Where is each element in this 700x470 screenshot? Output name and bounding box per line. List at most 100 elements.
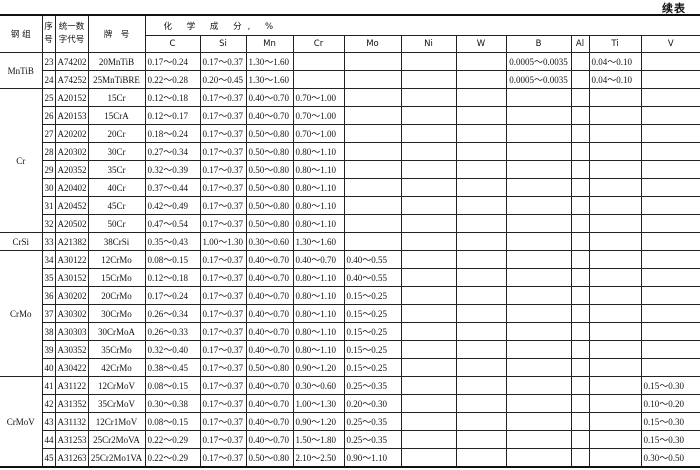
code-cell: A74202 xyxy=(54,52,89,71)
composition-w-cell xyxy=(455,358,507,377)
composition-cr-cell: 2.10～2.50 xyxy=(292,448,345,468)
composition-mn-cell: 0.50～0.80 xyxy=(245,214,294,233)
composition-ti-cell xyxy=(588,430,642,449)
steel-group-cell: Cr xyxy=(0,88,43,233)
composition-al-cell xyxy=(570,178,590,197)
composition-w-cell xyxy=(455,376,507,395)
composition-cr-cell: 0.70～1.00 xyxy=(292,88,345,107)
grade-cell: 20CrMo xyxy=(87,286,146,305)
composition-mn-cell: 1.30～1.60 xyxy=(245,52,294,71)
composition-ti-cell xyxy=(588,88,642,107)
composition-cr-cell: 0.80～1.10 xyxy=(292,196,345,215)
composition-mn-cell: 0.50～0.80 xyxy=(245,358,294,377)
composition-w-cell xyxy=(455,430,507,449)
composition-cr-cell: 0.80～1.10 xyxy=(292,214,345,233)
composition-mo-cell: 0.40～0.55 xyxy=(343,268,402,287)
composition-b-cell xyxy=(505,322,572,341)
composition-mo-cell: 0.25～0.35 xyxy=(343,412,402,431)
composition-w-cell xyxy=(455,394,507,413)
composition-v-cell xyxy=(640,286,700,305)
composition-c-cell: 0.12～0.17 xyxy=(144,106,201,125)
seq-cell: 38 xyxy=(42,322,56,341)
header-element-cr: Cr xyxy=(292,35,345,53)
composition-mn-cell: 0.50～0.80 xyxy=(245,142,294,161)
composition-v-cell xyxy=(640,142,700,161)
composition-b-cell xyxy=(505,340,572,359)
composition-mn-cell: 0.50～0.80 xyxy=(245,178,294,197)
composition-ti-cell xyxy=(588,322,642,341)
composition-cr-cell: 0.80～1.10 xyxy=(292,322,345,341)
composition-si-cell: 0.17～0.37 xyxy=(199,142,247,161)
composition-mn-cell: 0.40～0.70 xyxy=(245,412,294,431)
composition-mn-cell: 0.40～0.70 xyxy=(245,340,294,359)
table-row: CrMo 34 A30122 12CrMo 0.08～0.15 0.17～0.37 0.40… xyxy=(0,250,700,377)
composition-v-cell xyxy=(640,88,700,107)
composition-b-cell xyxy=(505,394,572,413)
composition-cr-cell: 1.30～1.60 xyxy=(292,232,345,251)
code-cell: A31122 xyxy=(54,376,89,395)
composition-ti-cell xyxy=(588,106,642,125)
composition-ni-cell xyxy=(400,196,457,215)
code-cell: A31263 xyxy=(54,448,89,468)
composition-mo-cell: 0.15～0.25 xyxy=(343,286,402,305)
composition-v-cell xyxy=(640,322,700,341)
composition-ti-cell xyxy=(588,232,642,251)
composition-al-cell xyxy=(570,52,590,71)
composition-ni-cell xyxy=(400,142,457,161)
composition-b-cell: 0.0005～0.0035 xyxy=(505,52,572,71)
header-element-ni: Ni xyxy=(400,35,457,53)
composition-cr-cell: 0.90～1.20 xyxy=(292,412,345,431)
composition-ni-cell xyxy=(400,340,457,359)
grade-cell: 50Cr xyxy=(87,214,146,233)
composition-mo-cell: 0.25～0.35 xyxy=(343,376,402,395)
composition-c-cell: 0.22～0.28 xyxy=(144,70,201,89)
composition-ni-cell xyxy=(400,268,457,287)
composition-si-cell: 0.17～0.37 xyxy=(199,412,247,431)
header-element-w: W xyxy=(455,35,507,53)
composition-v-cell xyxy=(640,178,700,197)
code-cell: A74252 xyxy=(54,70,89,89)
composition-ni-cell xyxy=(400,106,457,125)
composition-b-cell xyxy=(505,304,572,323)
composition-si-cell: 0.17～0.37 xyxy=(199,214,247,233)
grade-cell: 15CrMo xyxy=(87,268,146,287)
header-group: 钢 组 xyxy=(0,14,43,53)
composition-mn-cell: 0.40～0.70 xyxy=(245,268,294,287)
composition-v-cell xyxy=(640,124,700,143)
table-row: 28 A20302 30Cr 0.27～0.34 0.17～0.37 0.50～0.80 0… xyxy=(0,142,700,161)
composition-ti-cell xyxy=(588,394,642,413)
composition-v-cell xyxy=(640,304,700,323)
composition-w-cell xyxy=(455,196,507,215)
composition-ti-cell xyxy=(588,448,642,468)
grade-cell: 12Cr1MoV xyxy=(87,412,146,431)
composition-al-cell xyxy=(570,160,590,179)
composition-b-cell xyxy=(505,124,572,143)
composition-cr-cell: 1.50～1.80 xyxy=(292,430,345,449)
header-element-ti: Ti xyxy=(588,35,642,53)
composition-mo-cell xyxy=(343,70,402,89)
composition-al-cell xyxy=(570,376,590,395)
code-cell: A20502 xyxy=(54,214,89,233)
composition-b-cell xyxy=(505,448,572,468)
composition-ni-cell xyxy=(400,214,457,233)
composition-si-cell: 0.17～0.37 xyxy=(199,88,247,107)
composition-w-cell xyxy=(455,322,507,341)
composition-mo-cell: 0.25～0.35 xyxy=(343,430,402,449)
seq-cell: 43 xyxy=(42,412,56,431)
composition-cr-cell: 0.80～1.10 xyxy=(292,304,345,323)
composition-mo-cell xyxy=(343,178,402,197)
composition-cr-cell: 0.80～1.10 xyxy=(292,160,345,179)
composition-mn-cell: 0.40～0.70 xyxy=(245,322,294,341)
code-cell: A20153 xyxy=(54,106,89,125)
code-cell: A31132 xyxy=(54,412,89,431)
grade-cell: 25MnTiBRE xyxy=(87,70,146,89)
composition-b-cell xyxy=(505,376,572,395)
composition-al-cell xyxy=(570,268,590,287)
composition-cr-cell: 0.80～1.10 xyxy=(292,286,345,305)
composition-ti-cell: 0.04～0.10 xyxy=(588,52,642,71)
composition-mo-cell xyxy=(343,160,402,179)
header-element-c: C xyxy=(145,35,201,53)
composition-c-cell: 0.26～0.33 xyxy=(144,322,201,341)
grade-cell: 45Cr xyxy=(87,196,146,215)
grade-cell: 38CrSi xyxy=(87,232,146,251)
